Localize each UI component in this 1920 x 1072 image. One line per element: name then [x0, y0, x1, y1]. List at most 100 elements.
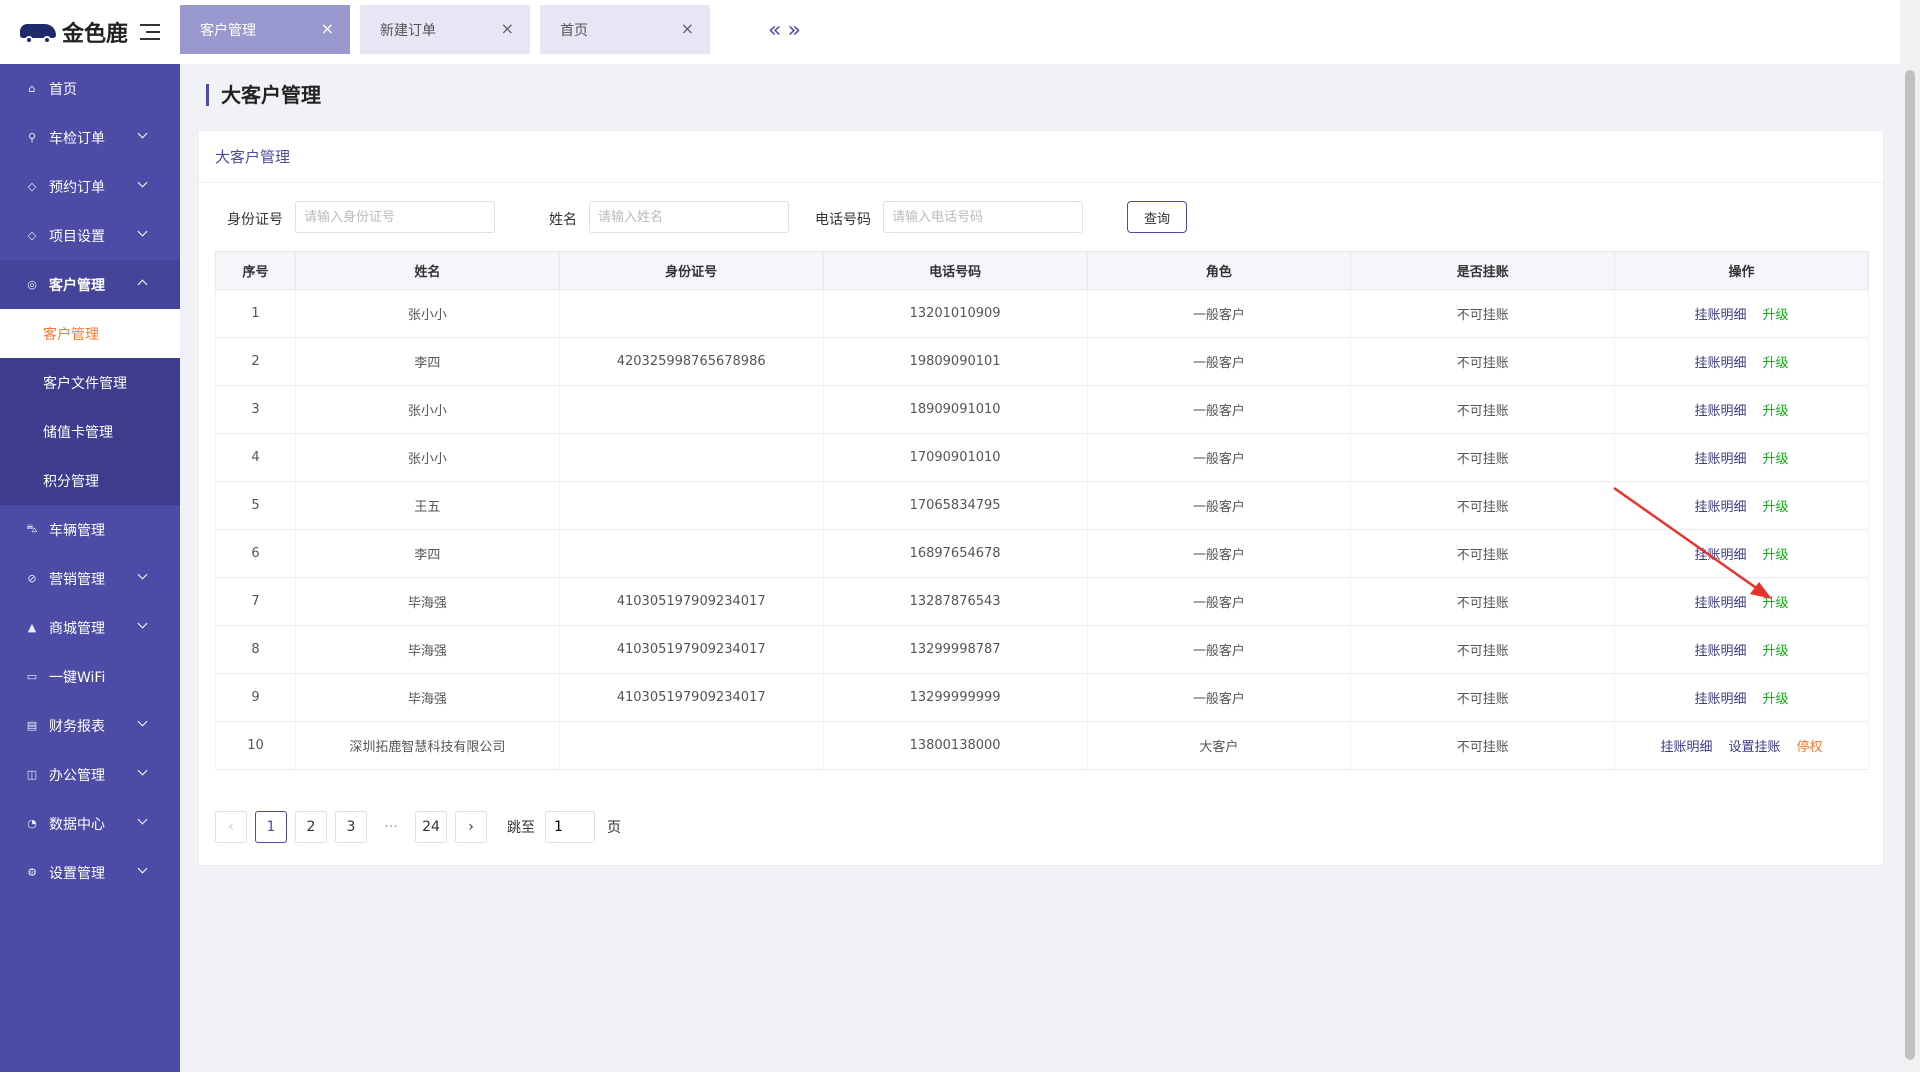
tab-customer-management[interactable]: 客户管理 ×	[180, 5, 350, 54]
customer-card: 大客户管理 身份证号 姓名 电话号码 查询 序号 姓名 身份证号 电话号码 角色…	[198, 130, 1884, 866]
query-button[interactable]: 查询	[1127, 201, 1187, 233]
credit-detail-link[interactable]: 挂账明细	[1694, 404, 1747, 419]
page-button-2[interactable]: 2	[295, 811, 327, 843]
sidebar-item-data-center[interactable]: ◔ 数据中心	[0, 799, 180, 848]
cell-no: 5	[215, 481, 296, 530]
cell-id-number: 410305197909234017	[558, 625, 824, 674]
credit-detail-link[interactable]: 挂账明细	[1694, 452, 1747, 467]
credit-detail-link[interactable]: 挂账明细	[1694, 692, 1747, 707]
double-chevron-right-icon[interactable]: »	[787, 18, 807, 43]
cell-phone: 19809090101	[822, 337, 1088, 386]
table-row: 6 李四 16897654678 一般客户 不可挂账 挂账明细 升级	[215, 529, 1869, 578]
next-page-button[interactable]: ›	[455, 811, 487, 843]
upgrade-link[interactable]: 升级	[1762, 692, 1789, 707]
cell-id-number: 420325998765678986	[558, 337, 824, 386]
cell-actions: 挂账明细 升级	[1614, 577, 1869, 626]
cell-actions: 挂账明细 升级	[1614, 433, 1869, 482]
credit-detail-link[interactable]: 挂账明细	[1694, 356, 1747, 371]
scrollbar-thumb[interactable]	[1905, 70, 1915, 1060]
pagination-ellipsis[interactable]: ···	[375, 811, 407, 843]
chevron-down-icon	[137, 765, 148, 776]
sidebar-item-vehicles[interactable]: ⛍ 车辆管理	[26, 522, 105, 539]
table-row: 5 王五 17065834795 一般客户 不可挂账 挂账明细 升级	[215, 481, 1869, 530]
sidebar-item-office[interactable]: ◫ 办公管理	[0, 750, 180, 799]
cell-name: 李四	[294, 529, 560, 578]
sidebar-item-customer-management[interactable]: ◎ 客户管理	[0, 260, 180, 309]
sidebar-item-settings[interactable]: ⚙ 设置管理	[0, 848, 180, 897]
sidebar-item-project-settings[interactable]: ◇ 项目设置	[0, 211, 180, 260]
tab-home[interactable]: 首页 ×	[540, 5, 710, 54]
upgrade-link[interactable]: 升级	[1762, 356, 1789, 371]
sidebar-item-appointment-orders[interactable]: ◇ 预约订单	[0, 162, 180, 211]
credit-detail-link[interactable]: 挂账明细	[1694, 596, 1747, 611]
cell-actions: 挂账明细 升级	[1614, 529, 1869, 578]
sidebar-item-mall[interactable]: ▲ 商城管理	[0, 603, 180, 652]
briefcase-icon: ◫	[26, 768, 38, 781]
upgrade-link[interactable]: 升级	[1762, 596, 1789, 611]
cell-name: 王五	[294, 481, 560, 530]
upgrade-link[interactable]: 升级	[1762, 500, 1789, 515]
upgrade-link[interactable]: 升级	[1762, 308, 1789, 323]
close-icon[interactable]: ×	[680, 19, 694, 38]
tab-new-order[interactable]: 新建订单 ×	[360, 5, 530, 54]
prev-page-button[interactable]: ‹	[215, 811, 247, 843]
suspend-link[interactable]: 停权	[1796, 740, 1823, 755]
id-number-label: 身份证号	[227, 212, 283, 228]
credit-detail-link[interactable]: 挂账明细	[1694, 308, 1747, 323]
close-icon[interactable]: ×	[320, 19, 334, 38]
cell-credit: 不可挂账	[1350, 721, 1616, 770]
double-chevron-left-icon[interactable]: «	[768, 18, 788, 43]
upgrade-link[interactable]: 升级	[1762, 452, 1789, 467]
id-number-input[interactable]	[295, 201, 495, 233]
set-credit-link[interactable]: 设置挂账	[1728, 740, 1781, 755]
chevron-down-icon	[137, 814, 148, 825]
cell-no: 2	[215, 337, 296, 386]
page-button-3[interactable]: 3	[335, 811, 367, 843]
credit-detail-link[interactable]: 挂账明细	[1694, 644, 1747, 659]
cell-no: 7	[215, 577, 296, 626]
credit-detail-link[interactable]: 挂账明细	[1660, 740, 1713, 755]
upgrade-link[interactable]: 升级	[1762, 404, 1789, 419]
sidebar-item-finance-reports[interactable]: ▤ 财务报表	[0, 701, 180, 750]
table-row: 10 深圳拓鹿智慧科技有限公司 13800138000 大客户 不可挂账 挂账明细 设置挂账…	[215, 721, 1869, 770]
upgrade-link[interactable]: 升级	[1762, 548, 1789, 563]
sidebar-subitem-customer-files[interactable]: 客户文件管理	[0, 358, 180, 407]
name-input[interactable]	[589, 201, 789, 233]
card-title: 大客户管理	[199, 131, 1883, 183]
close-icon[interactable]: ×	[500, 19, 514, 38]
cell-id-number	[558, 721, 824, 770]
cell-role: 一般客户	[1086, 385, 1352, 434]
sidebar-item-inspection-orders[interactable]: ⚲ 车检订单	[0, 113, 180, 162]
cell-id-number: 410305197909234017	[558, 673, 824, 722]
cell-no: 4	[215, 433, 296, 482]
cell-name: 毕海强	[294, 577, 560, 626]
page-scrollbar[interactable]	[1900, 0, 1920, 1072]
cell-name: 张小小	[294, 433, 560, 482]
wifi-icon: ▭	[26, 670, 38, 683]
credit-detail-link[interactable]: 挂账明细	[1694, 500, 1747, 515]
page-button-last[interactable]: 24	[415, 811, 447, 843]
sidebar: 金色鹿 ⌂ 首页 ⚲ 车检订单 ◇ 预约订单 ◇ 项目设置 ◎ 客户管理 客户管理 客户文…	[0, 0, 180, 1072]
sidebar-item-home[interactable]: ⌂ 首页	[0, 64, 180, 113]
cell-credit: 不可挂账	[1350, 673, 1616, 722]
cell-phone: 18909091010	[822, 385, 1088, 434]
jump-page-input[interactable]	[545, 811, 595, 843]
sidebar-subitem-points[interactable]: 积分管理	[0, 456, 180, 505]
menu-collapse-icon[interactable]	[140, 24, 161, 40]
cell-credit: 不可挂账	[1350, 625, 1616, 674]
cell-no: 10	[215, 721, 296, 770]
sidebar-subitem-customers[interactable]: 客户管理	[0, 309, 180, 358]
sidebar-item-wifi[interactable]: ▭ 一键WiFi	[26, 669, 106, 686]
credit-detail-link[interactable]: 挂账明细	[1694, 548, 1747, 563]
phone-input[interactable]	[883, 201, 1083, 233]
cell-name: 张小小	[294, 385, 560, 434]
table-row: 1 张小小 13201010909 一般客户 不可挂账 挂账明细 升级	[215, 289, 1869, 338]
upgrade-link[interactable]: 升级	[1762, 644, 1789, 659]
page-button-1[interactable]: 1	[255, 811, 287, 843]
cell-role: 一般客户	[1086, 289, 1352, 338]
sidebar-subitem-stored-value-cards[interactable]: 储值卡管理	[0, 407, 180, 456]
cell-role: 一般客户	[1086, 337, 1352, 386]
cell-id-number	[558, 481, 824, 530]
sidebar-item-marketing[interactable]: ⊘ 营销管理	[0, 554, 180, 603]
cell-credit: 不可挂账	[1350, 529, 1616, 578]
